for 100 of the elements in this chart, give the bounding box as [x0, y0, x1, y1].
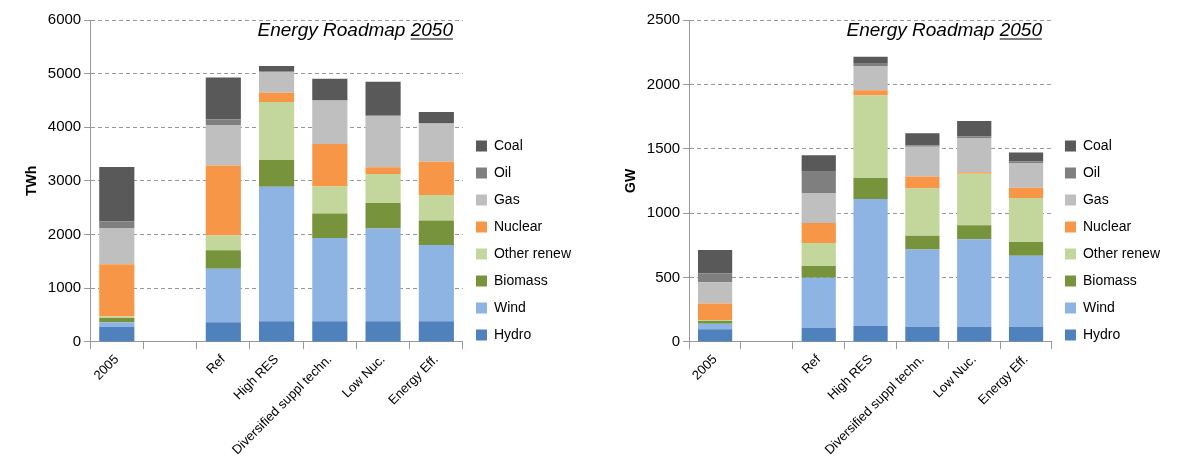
legend-label: Hydro — [493, 325, 532, 342]
bar — [99, 264, 135, 317]
y-tick-label: 2500 — [646, 10, 681, 28]
x-tick-label: Low Nuc. — [338, 351, 388, 401]
bar — [258, 92, 295, 103]
legend-label: Nuclear — [493, 217, 543, 234]
y-tick-label: 6000 — [47, 10, 82, 28]
bar — [365, 321, 401, 342]
legend-label: Other renew — [1082, 244, 1161, 261]
chart-title: Energy Roadmap 2050 — [846, 19, 1043, 40]
bar — [99, 227, 135, 265]
legend-label: Other renew — [493, 244, 572, 261]
bar — [853, 56, 888, 64]
y-tick-label: 2000 — [47, 224, 82, 242]
bar — [957, 120, 992, 137]
bar — [853, 90, 888, 96]
bar — [697, 273, 733, 283]
bar — [905, 146, 940, 177]
bar — [258, 65, 295, 72]
x-tick-label: Low Nuc. — [929, 351, 979, 401]
chart-title: Energy Roadmap 2050 — [257, 19, 454, 40]
legend-label: Wind — [493, 298, 526, 315]
bar — [205, 125, 241, 166]
y-tick-label: 0 — [671, 332, 681, 350]
bar — [99, 322, 135, 327]
y-tick-label: 0 — [72, 332, 82, 350]
legend-label: Oil — [493, 163, 512, 180]
bar — [312, 186, 348, 214]
bar — [905, 249, 940, 327]
bar — [418, 245, 454, 322]
bar — [312, 78, 348, 101]
bar — [418, 123, 454, 162]
bar — [853, 66, 888, 91]
bar — [312, 213, 348, 239]
bar — [801, 171, 836, 194]
bar — [205, 119, 241, 126]
bar — [905, 326, 940, 342]
bar — [205, 322, 241, 342]
bar — [697, 303, 733, 320]
bar — [258, 160, 295, 187]
bar — [418, 321, 454, 342]
bar — [957, 136, 992, 139]
x-tick-label: Ref — [798, 351, 824, 377]
bar — [801, 155, 836, 172]
y-tick-label: 4000 — [47, 117, 82, 135]
bar — [801, 243, 836, 267]
bar — [1008, 197, 1044, 243]
y-tick-label: 1000 — [646, 203, 681, 221]
bar — [365, 202, 401, 229]
bar — [1008, 242, 1044, 256]
bar — [697, 329, 733, 342]
bar — [205, 77, 241, 120]
bar — [1008, 152, 1044, 162]
bar — [418, 220, 454, 246]
y-tick-label: 5000 — [47, 63, 82, 81]
legend-label: Coal — [493, 136, 523, 153]
bar — [1008, 187, 1044, 198]
bar — [365, 228, 401, 322]
bar — [258, 186, 295, 322]
bar — [205, 165, 241, 236]
bar — [957, 239, 992, 327]
legend-label: Gas — [493, 190, 520, 207]
legend-label: Nuclear — [1082, 217, 1132, 234]
bar — [312, 100, 348, 144]
legend-label: Biomass — [1082, 271, 1137, 288]
bar — [365, 173, 401, 203]
bar — [99, 318, 135, 323]
bar — [312, 238, 348, 322]
bar — [905, 188, 940, 236]
bar — [957, 326, 992, 342]
bar — [905, 176, 940, 189]
bar — [205, 268, 241, 323]
y-axis-title: GW — [622, 168, 639, 194]
bar — [99, 221, 135, 228]
bar — [205, 250, 241, 269]
bar — [365, 167, 401, 174]
bar — [801, 277, 836, 328]
bar — [312, 143, 348, 187]
x-tick-label: Ref — [203, 351, 229, 377]
legend-label: Oil — [1082, 163, 1101, 180]
legend-label: Hydro — [1082, 325, 1121, 342]
bar — [957, 225, 992, 240]
bar — [418, 112, 454, 124]
bar — [697, 282, 733, 304]
legend-label: Gas — [1082, 190, 1109, 207]
bar — [801, 266, 836, 278]
y-tick-label: 3000 — [47, 171, 82, 189]
y-tick-label: 500 — [655, 267, 681, 285]
y-axis-title: TWh — [23, 165, 40, 197]
bar — [418, 194, 454, 221]
bar — [957, 138, 992, 173]
bar — [697, 323, 733, 330]
bar — [312, 321, 348, 342]
bar — [99, 326, 135, 342]
bar — [365, 115, 401, 168]
bar — [801, 193, 836, 224]
bar — [1008, 326, 1044, 342]
bar — [258, 102, 295, 161]
y-tick-label: 1500 — [646, 138, 681, 156]
bar — [1008, 255, 1044, 327]
